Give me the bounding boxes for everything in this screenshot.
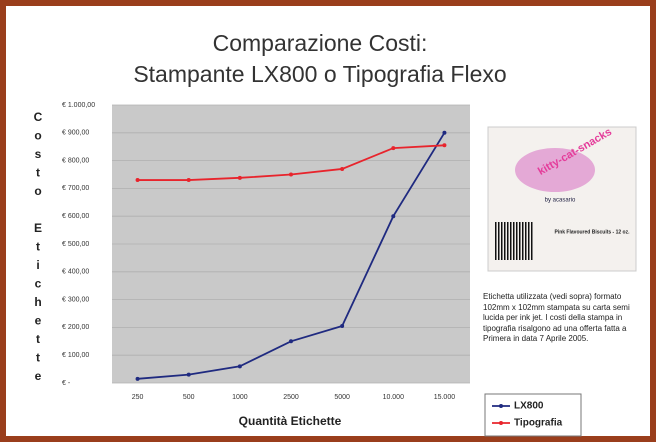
chart-title: Comparazione Costi: [213,30,428,56]
y-tick-label: € 200,00 [62,324,89,331]
x-tick-label: 250 [132,394,144,401]
y-tick-label: € 900,00 [62,130,89,137]
x-tick-label: 500 [183,394,195,401]
y-tick-label: € 400,00 [62,269,89,276]
data-point [391,146,396,151]
data-point [237,364,242,369]
x-tick-label: 2500 [283,394,299,401]
caption: Etichetta utilizzata (vedi sopra) format… [483,292,630,343]
legend-marker [499,421,503,425]
x-axis-title: Quantità Etichette [239,414,342,428]
data-point [135,178,140,183]
data-point [340,324,345,329]
legend-label: LX800 [514,401,544,412]
legend-label: Tipografia [514,418,563,429]
cat-graphic [515,148,595,192]
chart-subtitle: Stampante LX800 o Tipografia Flexo [133,61,506,87]
product: Pink Flavoured Biscuits - 12 oz. [554,229,630,235]
data-point [442,130,447,135]
x-tick-label: 15.000 [434,394,456,401]
data-point [186,372,191,377]
y-tick-label: € 300,00 [62,296,89,303]
barcode [494,222,534,260]
x-tick-label: 5000 [334,394,350,401]
data-point [135,376,140,381]
product-label: kitty-cat-snacks by acasario Pink Flavou… [487,126,637,272]
data-point [340,166,345,171]
y-tick-label: € 800,00 [62,157,89,164]
y-tick-label: € 700,00 [62,185,89,192]
data-point [391,214,396,219]
byline: by acasario [545,198,576,204]
x-tick-label: 10.000 [383,394,405,401]
y-tick-label: € 500,00 [62,241,89,248]
y-tick-label: € 100,00 [62,352,89,359]
data-point [442,143,447,148]
data-point [289,339,293,344]
y-tick-label: € - [62,380,71,387]
data-point [289,172,293,177]
data-point [237,175,242,180]
x-tick-label: 1000 [232,394,248,401]
y-tick-label: € 600,00 [62,213,89,220]
legend-box [484,393,582,437]
y-tick-label: € 1.000,00 [62,102,95,109]
legend-marker [499,404,503,408]
data-point [186,178,191,183]
